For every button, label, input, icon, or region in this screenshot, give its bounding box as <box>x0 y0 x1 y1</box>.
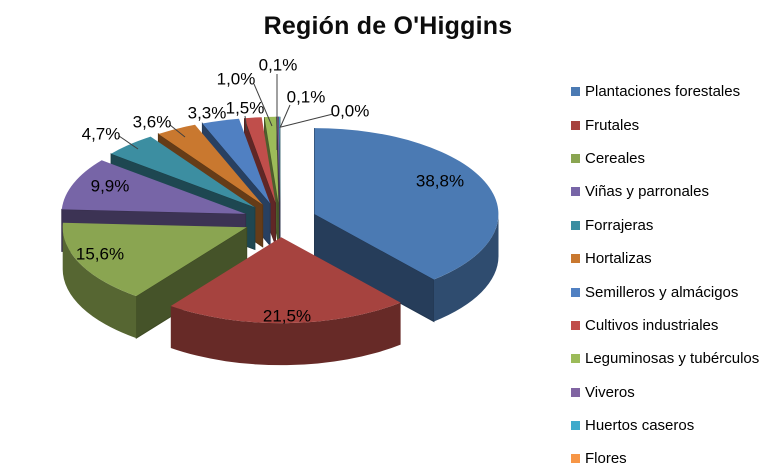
legend: Plantaciones forestales Frutales Cereales V… <box>571 75 759 464</box>
label-leader-line <box>118 135 139 150</box>
legend-item[interactable]: Plantaciones forestales <box>571 75 759 108</box>
pie-slice-face <box>61 160 246 214</box>
legend-swatch-icon <box>571 354 580 364</box>
pie-slice-face <box>62 227 137 339</box>
legend-item-label: Huertos caseros <box>585 417 695 435</box>
pie-slice-frutales[interactable] <box>170 237 401 366</box>
legend-swatch-icon <box>571 153 580 163</box>
legend-item[interactable]: Cultivos industriales <box>571 309 759 342</box>
legend-item[interactable]: Viveros <box>571 376 759 409</box>
label-leader-line <box>253 83 273 127</box>
label-leader-line <box>280 113 334 128</box>
pie-slice-face <box>111 136 255 208</box>
legend-swatch-icon <box>571 454 580 464</box>
legend-swatch-icon <box>571 387 580 397</box>
pie-slice-face <box>277 116 280 203</box>
legend-item[interactable]: Hortalizas <box>571 242 759 275</box>
pie-slice-face <box>202 118 271 204</box>
legend-swatch-icon <box>571 254 580 264</box>
legend-item-label: Plantaciones forestales <box>585 83 741 101</box>
pie-slice-face <box>62 222 247 297</box>
legend-item-label: Semilleros y almácigos <box>585 283 739 301</box>
legend-item[interactable]: Forrajeras <box>571 209 759 242</box>
pie-slice-face <box>170 237 401 324</box>
pie-slice-plantaciones-forestales[interactable] <box>314 128 499 323</box>
legend-swatch-icon <box>571 120 580 130</box>
legend-item[interactable]: Semilleros y almácigos <box>571 275 759 308</box>
legend-swatch-icon <box>571 287 580 297</box>
legend-item[interactable]: Leguminosas y tubérculos <box>571 342 759 375</box>
legend-swatch-icon <box>571 421 580 431</box>
pie-slice-face <box>264 116 279 203</box>
chart-title: Región de O'Higgins <box>263 12 513 40</box>
legend-item-label: Leguminosas y tubérculos <box>585 350 760 368</box>
legend-item[interactable]: Viñas y parronales <box>571 175 759 208</box>
legend-item-label: Cereales <box>585 149 646 167</box>
legend-item[interactable]: Huertos caseros <box>571 409 759 442</box>
legend-item-label: Viñas y parronales <box>585 183 709 201</box>
legend-item-label: Forrajeras <box>585 216 654 234</box>
legend-item-label: Flores <box>585 450 627 464</box>
legend-item[interactable]: Cereales <box>571 142 759 175</box>
legend-item-label: Cultivos industriales <box>585 316 719 334</box>
legend-item[interactable]: Frutales <box>571 108 759 141</box>
pie-slice-face <box>433 214 499 322</box>
legend-item-label: Frutales <box>585 116 640 134</box>
pie-slice-face <box>314 128 499 280</box>
legend-item-label: Hortalizas <box>585 250 652 268</box>
label-leader-line <box>169 124 186 138</box>
pie-slice-face <box>158 124 263 205</box>
label-leader-line <box>279 104 291 129</box>
legend-item[interactable]: Flores <box>571 442 759 464</box>
label-leader-line <box>244 115 248 132</box>
pie-slice-cereales[interactable] <box>62 222 248 340</box>
legend-swatch-icon <box>571 87 580 97</box>
pie-slice-viveros[interactable] <box>276 116 281 245</box>
pie-slice-face <box>170 302 401 366</box>
legend-swatch-icon <box>571 187 580 197</box>
legend-swatch-icon <box>571 220 580 230</box>
legend-swatch-icon <box>571 320 580 330</box>
pie-slice-face <box>244 117 276 203</box>
legend-item-label: Viveros <box>585 383 635 401</box>
